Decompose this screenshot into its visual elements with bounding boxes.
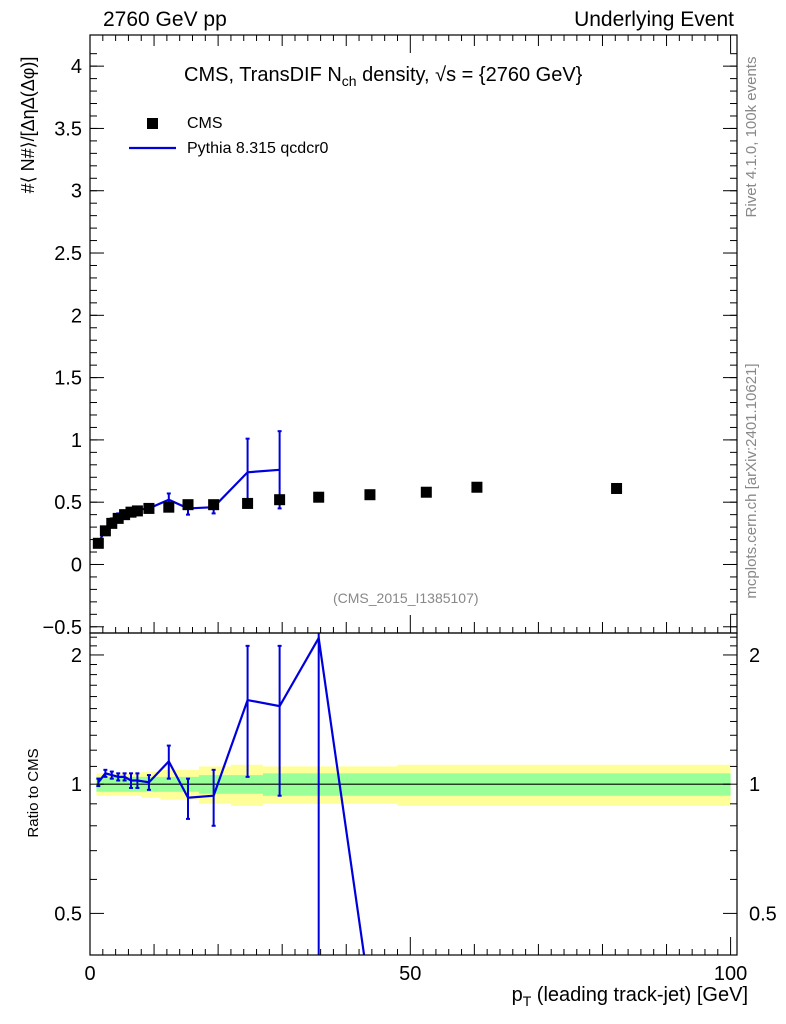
ratio-y-axis-label: Ratio to CMS [25, 748, 42, 838]
cms-data-point [364, 489, 376, 501]
x-axis-label: pT (leading track-jet) [GeV] [511, 984, 748, 1009]
cms-data-point [99, 525, 111, 537]
ratio-tick-label-right: 1 [749, 774, 760, 796]
cms-data-point [313, 491, 325, 503]
cms-data-point [92, 537, 104, 549]
chart-title: CMS, TransDIF Nch density, √s = {2760 Ge… [184, 64, 583, 89]
y-tick-label: 3 [71, 181, 82, 203]
y-tick-label: 2 [71, 305, 82, 327]
header-right: Underlying Event [574, 8, 734, 31]
ratio-pythia-line [97, 634, 366, 955]
cms-data-point [125, 506, 137, 518]
x-tick-label: 100 [714, 963, 747, 985]
ratio-tick-label: 1 [71, 774, 82, 796]
cms-data-point [119, 509, 131, 521]
cms-data-point [274, 494, 286, 506]
y-tick-label: 2.5 [54, 243, 82, 265]
y-tick-label: 1 [71, 430, 82, 452]
cms-data-point [112, 512, 124, 524]
watermark: (CMS_2015_I1385107) [333, 590, 479, 606]
cms-data-point [420, 486, 432, 498]
cms-data-point [163, 501, 175, 513]
y-tick-label: 3.5 [54, 118, 82, 140]
y-tick-label: 1.5 [54, 368, 82, 390]
cms-data-point [208, 499, 220, 511]
legend-pythia-label: Pythia 8.315 qcdcr0 [187, 140, 329, 157]
cms-data-point [131, 505, 143, 517]
cms-data-point [611, 482, 623, 494]
ratio-tick-label-right: 2 [749, 645, 760, 667]
cms-data-point [143, 502, 155, 514]
ratio-series [96, 633, 366, 955]
rivet-label: Rivet 4.1.0, 100k events [743, 56, 760, 218]
y-tick-label: −0.5 [43, 617, 82, 639]
cms-data-point [471, 481, 483, 493]
ratio-plot-frame [89, 632, 738, 956]
mcplots-label: mcplots.cern.ch [arXiv:2401.10621] [743, 363, 760, 599]
legend-cms-marker [147, 118, 158, 129]
header-left: 2760 GeV pp [103, 8, 227, 31]
cms-data-point [182, 499, 194, 511]
ratio-tick-label: 0.5 [54, 903, 82, 925]
y-axis-label: #⟨ N#⟩/[ΔηΔ(Δφ)] [18, 56, 38, 194]
x-tick-label: 50 [399, 963, 421, 985]
y-tick-label: 0.5 [54, 492, 82, 514]
x-tick-label: 0 [84, 963, 95, 985]
legend-cms-label: CMS [187, 115, 223, 132]
ratio-tick-label-right: 0.5 [749, 903, 777, 925]
ratio-tick-label: 2 [71, 645, 82, 667]
y-tick-label: 4 [71, 56, 82, 78]
cms-data-point [106, 517, 118, 529]
y-tick-label: 0 [71, 554, 82, 576]
cms-data-point [242, 497, 254, 509]
